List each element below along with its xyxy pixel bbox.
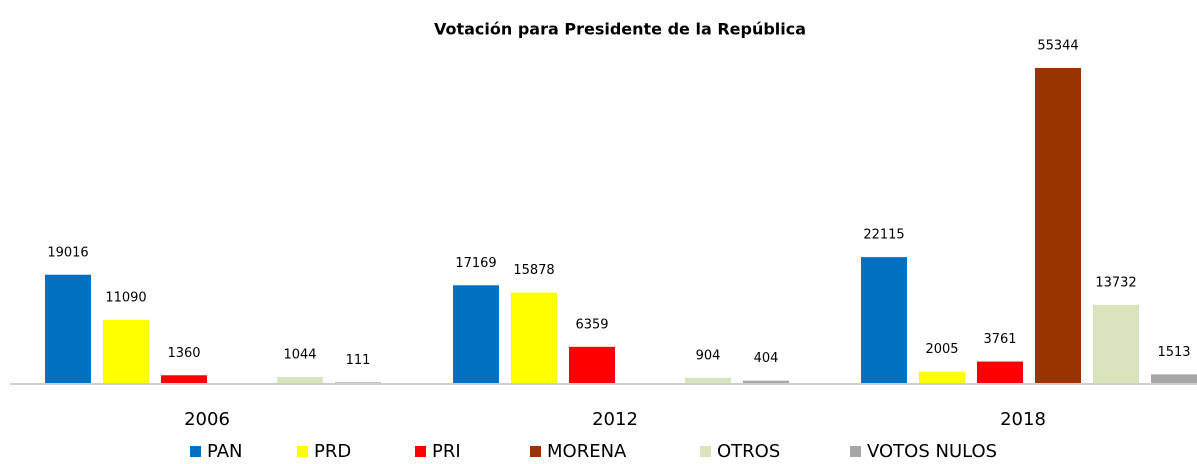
- legend-label: MORENA: [547, 441, 627, 462]
- x-tick-label: 2012: [592, 409, 638, 430]
- data-label: 13732: [1095, 275, 1136, 290]
- bar: [861, 257, 907, 383]
- x-tick-label: 2006: [184, 409, 230, 430]
- bar: [1035, 68, 1081, 383]
- bar: [277, 377, 323, 383]
- data-label: 17169: [455, 256, 496, 271]
- data-label: 22115: [863, 228, 904, 243]
- data-label: 6359: [575, 317, 608, 332]
- bar: [511, 292, 557, 383]
- bar: [335, 382, 381, 383]
- legend-swatch: [700, 446, 711, 457]
- data-label: 111: [346, 353, 371, 368]
- bar: [919, 371, 965, 383]
- bar: [1093, 304, 1139, 383]
- legend-swatch: [850, 446, 861, 457]
- data-label: 1513: [1157, 345, 1190, 360]
- data-label: 11090: [105, 290, 146, 305]
- legend-swatch: [530, 446, 541, 457]
- bar: [161, 375, 207, 383]
- bar: [977, 361, 1023, 383]
- legend-label: PAN: [207, 441, 242, 462]
- bar: [453, 285, 499, 383]
- bar: [1151, 374, 1197, 383]
- legend-swatch: [415, 446, 426, 457]
- legend-label: PRI: [432, 441, 461, 462]
- data-label: 404: [754, 351, 779, 366]
- legend-swatch: [297, 446, 308, 457]
- data-label: 2005: [925, 342, 958, 357]
- chart-title: Votación para Presidente de la República: [434, 20, 806, 39]
- legend-label: OTROS: [717, 441, 780, 462]
- bar: [45, 274, 91, 383]
- bar: [103, 319, 149, 383]
- data-label: 55344: [1037, 39, 1078, 54]
- data-label: 904: [696, 348, 721, 363]
- data-label: 1044: [283, 348, 316, 363]
- x-tick-label: 2018: [1000, 409, 1046, 430]
- bar: [685, 377, 731, 383]
- legend-label: VOTOS NULOS: [867, 441, 997, 462]
- data-label: 1360: [167, 346, 200, 361]
- data-label: 15878: [513, 263, 554, 278]
- bar: [743, 380, 789, 383]
- bar: [569, 346, 615, 383]
- data-label: 3761: [983, 332, 1016, 347]
- legend-swatch: [190, 446, 201, 457]
- data-label: 19016: [47, 245, 88, 260]
- legend-label: PRD: [314, 441, 351, 462]
